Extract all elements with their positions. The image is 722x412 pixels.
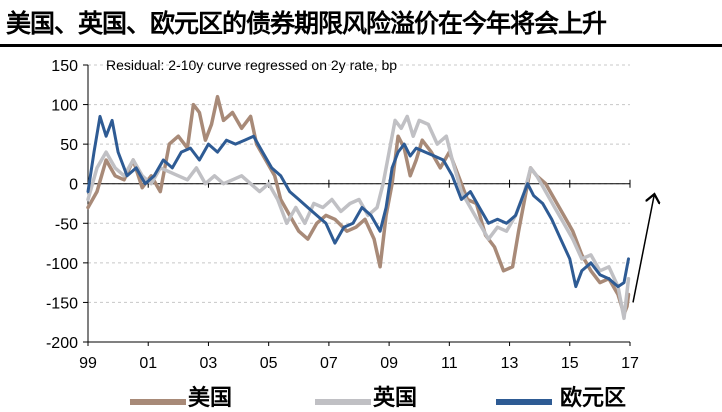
y-tick-label: 100 xyxy=(51,98,78,115)
legend-swatch-us xyxy=(130,399,186,405)
y-tick-label: 150 xyxy=(51,58,78,75)
x-tick-label: 01 xyxy=(139,355,157,372)
series-lines xyxy=(86,94,654,321)
legend-label-us: 美国 xyxy=(188,386,233,411)
x-tick-label: 07 xyxy=(320,355,338,372)
x-tick-label: 09 xyxy=(380,355,398,372)
chart-annotation: Residual: 2-10y curve regressed on 2y ra… xyxy=(106,57,397,73)
x-tick-label: 03 xyxy=(200,355,218,372)
chart-title: 美国、英国、欧元区的债券期限风险溢价在今年将会上升 xyxy=(6,9,607,38)
title-underline xyxy=(0,44,722,47)
x-tick-label: 11 xyxy=(441,355,458,372)
legend-label-eurozone: 欧元区 xyxy=(560,386,627,411)
x-tick-label: 15 xyxy=(561,355,579,372)
x-tick-label: 99 xyxy=(79,355,97,372)
series-line-1 xyxy=(86,114,631,321)
y-tick-label: 50 xyxy=(60,137,78,154)
y-tick-label: -150 xyxy=(46,295,78,312)
y-tick-label: -100 xyxy=(46,256,78,273)
series-line-2 xyxy=(86,114,630,289)
series-line-0 xyxy=(86,94,631,317)
y-tick-label: 0 xyxy=(69,177,78,194)
x-tick-label: 13 xyxy=(501,355,519,372)
y-tick-label: -200 xyxy=(46,335,78,352)
legend-swatch-uk xyxy=(315,399,371,405)
legend-label-uk: 英国 xyxy=(373,386,418,411)
forecast-arrow xyxy=(632,196,654,303)
legend-swatch-eurozone xyxy=(496,399,552,405)
x-tick-label: 05 xyxy=(260,355,278,372)
title-bar: 美国、英国、欧元区的债券期限风险溢价在今年将会上升 xyxy=(0,0,722,50)
x-tick-label: 17 xyxy=(621,355,639,372)
axes: -200 -150 -100 -50 0 50 100 150 99 01 03 05 07 09 11 13… xyxy=(46,58,639,372)
y-tick-label: -50 xyxy=(55,216,78,233)
